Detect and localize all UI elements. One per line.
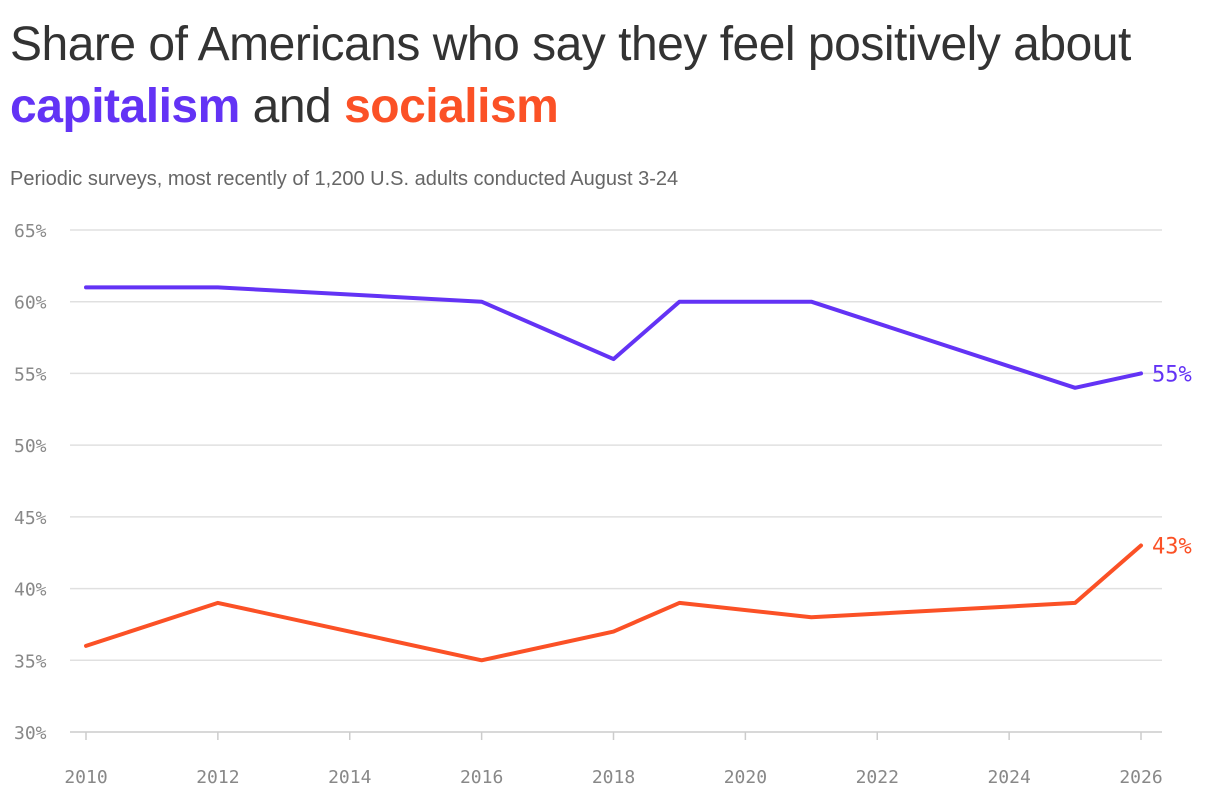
x-tick-label: 2022: [856, 767, 899, 788]
x-tick-label: 2012: [196, 767, 239, 788]
capitalism-end-label: 55%: [1152, 362, 1192, 387]
x-tick-label: 2026: [1119, 767, 1162, 788]
end-labels: 55% 43%: [1152, 362, 1192, 559]
chart-subtitle: Periodic surveys, most recently of 1,200…: [10, 168, 679, 190]
socialism-end-label: 43%: [1152, 535, 1192, 560]
y-tick-label: 55%: [14, 364, 47, 385]
gridlines: [70, 229, 1162, 733]
y-tick-label: 35%: [14, 651, 47, 672]
x-tick-label: 2010: [64, 767, 107, 788]
y-tick-label: 30%: [14, 723, 47, 744]
socialism-series-line: [84, 543, 1143, 663]
x-tick-label: 2020: [724, 767, 767, 788]
y-axis-ticks: 30% 35% 40% 45% 50% 55% 60% 65%: [14, 221, 47, 744]
title-highlight-socialism: socialism: [344, 80, 559, 133]
y-tick-label: 40%: [14, 580, 47, 601]
y-tick-label: 45%: [14, 508, 47, 529]
x-axis-ticks: 2010 2012 2014 2016 2018 2020 2022 2024 2026: [64, 732, 1163, 788]
x-tick-label: 2024: [987, 767, 1030, 788]
title-prefix: Share of Americans who say they feel pos…: [10, 18, 1131, 71]
chart-title: Share of Americans who say they feel pos…: [10, 14, 1210, 138]
x-tick-label: 2016: [460, 767, 503, 788]
x-tick-label: 2018: [592, 767, 635, 788]
x-tick-label: 2014: [328, 767, 371, 788]
title-highlight-capitalism: capitalism: [10, 80, 240, 133]
capitalism-series-line: [84, 285, 1143, 390]
title-joiner: and: [252, 80, 332, 133]
series-lines: [84, 285, 1143, 663]
y-tick-label: 50%: [14, 436, 47, 457]
y-tick-label: 60%: [14, 293, 47, 314]
y-tick-label: 65%: [14, 221, 47, 242]
